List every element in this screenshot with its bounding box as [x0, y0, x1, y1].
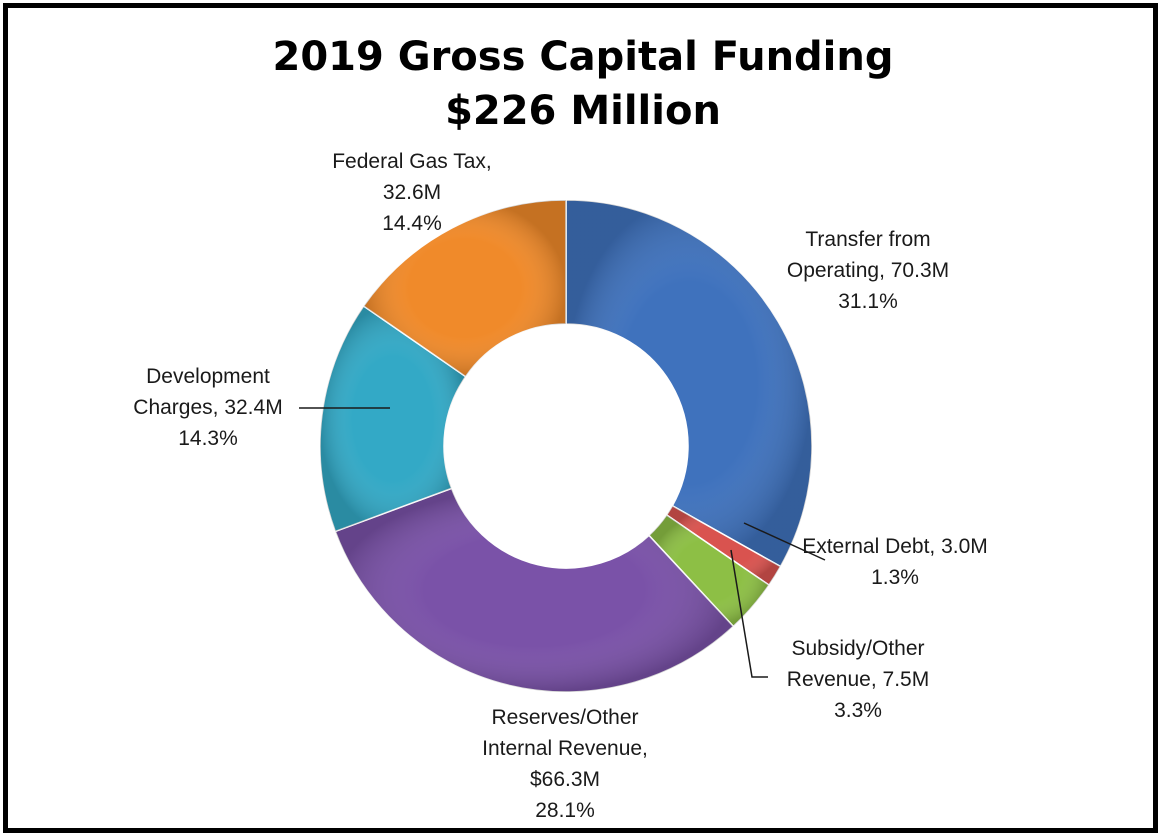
data-label-reserves-other-internal-revenue: Reserves/Other Internal Revenue, $66.3M 28.… — [482, 706, 648, 822]
data-label-transfer-from-operating: Transfer from Operating, 70.3M 31.1% — [787, 228, 949, 313]
data-label-federal-gas-tax: Federal Gas Tax, 32.6M 14.4% — [332, 150, 492, 235]
donut-slices — [319, 199, 813, 693]
data-label-line: 14.4% — [382, 212, 442, 235]
data-label-line: Transfer from — [805, 228, 930, 251]
data-label-line: Reserves/Other — [491, 706, 638, 729]
data-label-line: 14.3% — [178, 427, 238, 450]
data-label-line: $66.3M — [530, 768, 600, 791]
slice-shading-reserves-other-internal-revenue — [335, 488, 734, 692]
data-label-line: 32.6M — [383, 181, 441, 204]
slice-shading-transfer-from-operating — [566, 200, 813, 567]
data-label-line: 1.3% — [871, 566, 919, 589]
leader-line-subsidy-other-revenue — [730, 549, 768, 678]
data-label-line: 28.1% — [535, 799, 595, 822]
data-label-line: 3.3% — [834, 699, 882, 722]
data-label-line: Development — [146, 365, 270, 388]
data-label-external-debt: External Debt, 3.0M 1.3% — [802, 535, 988, 589]
slice-shading-federal-gas-tax — [363, 200, 566, 377]
data-label-line: Subsidy/Other — [791, 637, 924, 660]
chart-title-line1: 2019 Gross Capital Funding — [272, 34, 894, 80]
data-label-line: Internal Revenue, — [482, 737, 648, 760]
data-labels: Transfer from Operating, 70.3M 31.1% Extern… — [133, 150, 988, 822]
data-label-line: Operating, 70.3M — [787, 259, 949, 282]
slice-shading-development-charges — [319, 306, 466, 532]
leader-lines — [299, 407, 826, 678]
data-label-line: External Debt, 3.0M — [802, 535, 988, 558]
chart-frame — [3, 3, 1158, 833]
slice-shading-external-debt — [666, 505, 781, 586]
data-label-subsidy-other-revenue: Subsidy/Other Revenue, 7.5M 3.3% — [787, 637, 929, 722]
chart-title: 2019 Gross Capital Funding $226 Million — [0, 30, 1166, 138]
leader-line-external-debt — [743, 522, 826, 561]
data-label-line: Federal Gas Tax, — [332, 150, 492, 173]
chart-subtitle: $226 Million — [445, 88, 721, 134]
data-label-line: 31.1% — [838, 290, 898, 313]
data-label-development-charges: Development Charges, 32.4M 14.3% — [133, 365, 282, 450]
data-label-line: Revenue, 7.5M — [787, 668, 929, 691]
data-label-line: Charges, 32.4M — [133, 396, 282, 419]
